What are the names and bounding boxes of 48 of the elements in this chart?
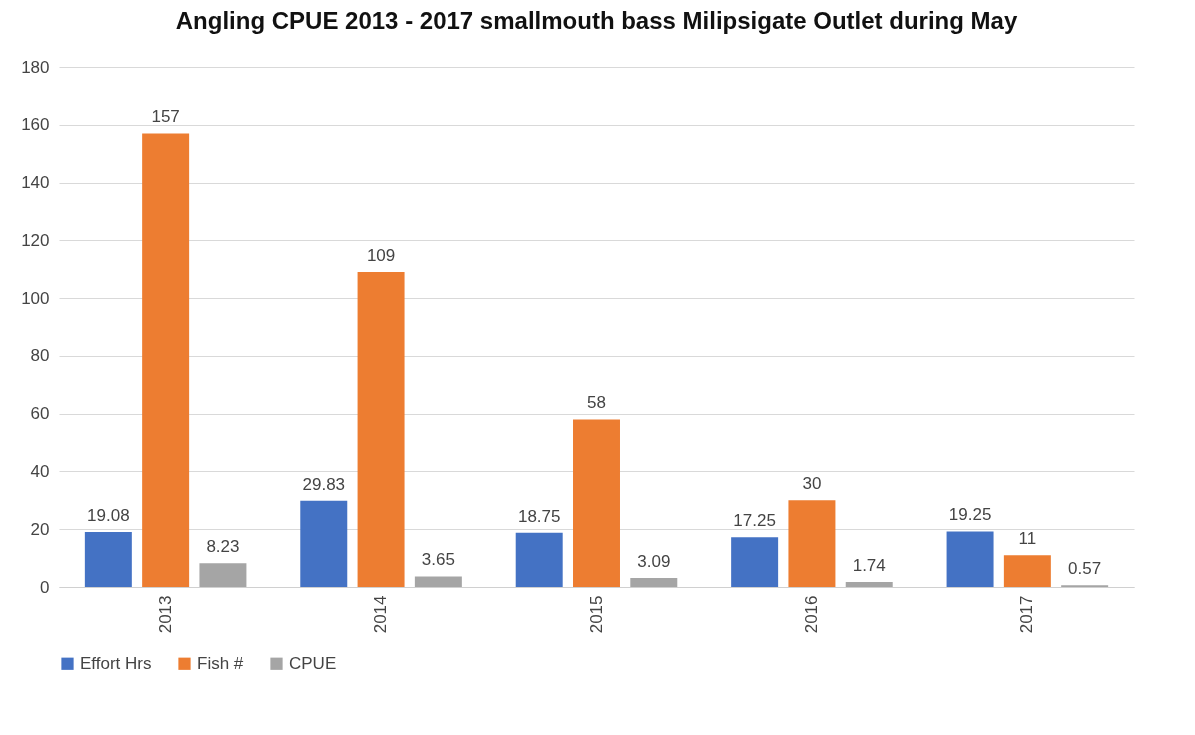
- data-label: 8.23: [206, 537, 240, 557]
- data-label: 109: [366, 246, 396, 266]
- bar: [515, 532, 563, 587]
- x-tick-label: 2013: [155, 595, 175, 634]
- data-label: 157: [151, 107, 180, 127]
- data-label: 29.83: [302, 474, 346, 494]
- x-tick-label: 2016: [801, 595, 821, 634]
- bar: [84, 531, 132, 587]
- legend-label: Fish #: [197, 653, 244, 673]
- bar: [357, 272, 405, 587]
- data-label: 1.74: [852, 555, 886, 575]
- bar: [1003, 555, 1051, 587]
- y-tick-label: 40: [30, 461, 50, 481]
- data-label: 19.08: [87, 505, 130, 525]
- bar: [731, 537, 779, 587]
- y-tick-label: 20: [30, 519, 50, 539]
- bar: [630, 578, 678, 587]
- y-tick-label: 0: [40, 577, 50, 597]
- data-label: 58: [587, 393, 606, 413]
- bar: [845, 581, 893, 587]
- legend-label: CPUE: [289, 653, 337, 673]
- x-tick-label: 2014: [371, 595, 391, 634]
- x-tick-label: 2017: [1017, 595, 1037, 634]
- data-label: 19.25: [948, 505, 992, 525]
- data-label: 3.09: [637, 552, 671, 572]
- data-label: 0.57: [1068, 559, 1102, 579]
- y-tick-label: 80: [30, 346, 50, 366]
- y-tick-label: 100: [21, 288, 50, 308]
- x-tick-label: 2015: [586, 595, 606, 634]
- y-tick-label: 160: [21, 115, 50, 135]
- legend-label: Effort Hrs: [80, 653, 152, 673]
- bar: [300, 500, 348, 587]
- bar: [199, 563, 247, 587]
- data-label: 11: [1018, 529, 1037, 549]
- bar: [142, 133, 190, 587]
- y-tick-label: 180: [21, 57, 50, 77]
- bar: [573, 419, 620, 587]
- bar: [414, 576, 462, 587]
- data-label: 30: [802, 474, 822, 494]
- bar: [946, 531, 994, 587]
- bar: [788, 500, 836, 587]
- y-tick-label: 60: [30, 404, 50, 424]
- data-label: 18.75: [517, 506, 561, 526]
- chart-title: Angling CPUE 2013 - 2017 smallmouth bass Milipsigate Outlet during May: [175, 7, 1018, 34]
- y-tick-label: 120: [21, 230, 50, 250]
- data-label: 17.25: [733, 511, 776, 531]
- y-tick-label: 140: [21, 173, 50, 193]
- data-label: 3.65: [421, 550, 455, 570]
